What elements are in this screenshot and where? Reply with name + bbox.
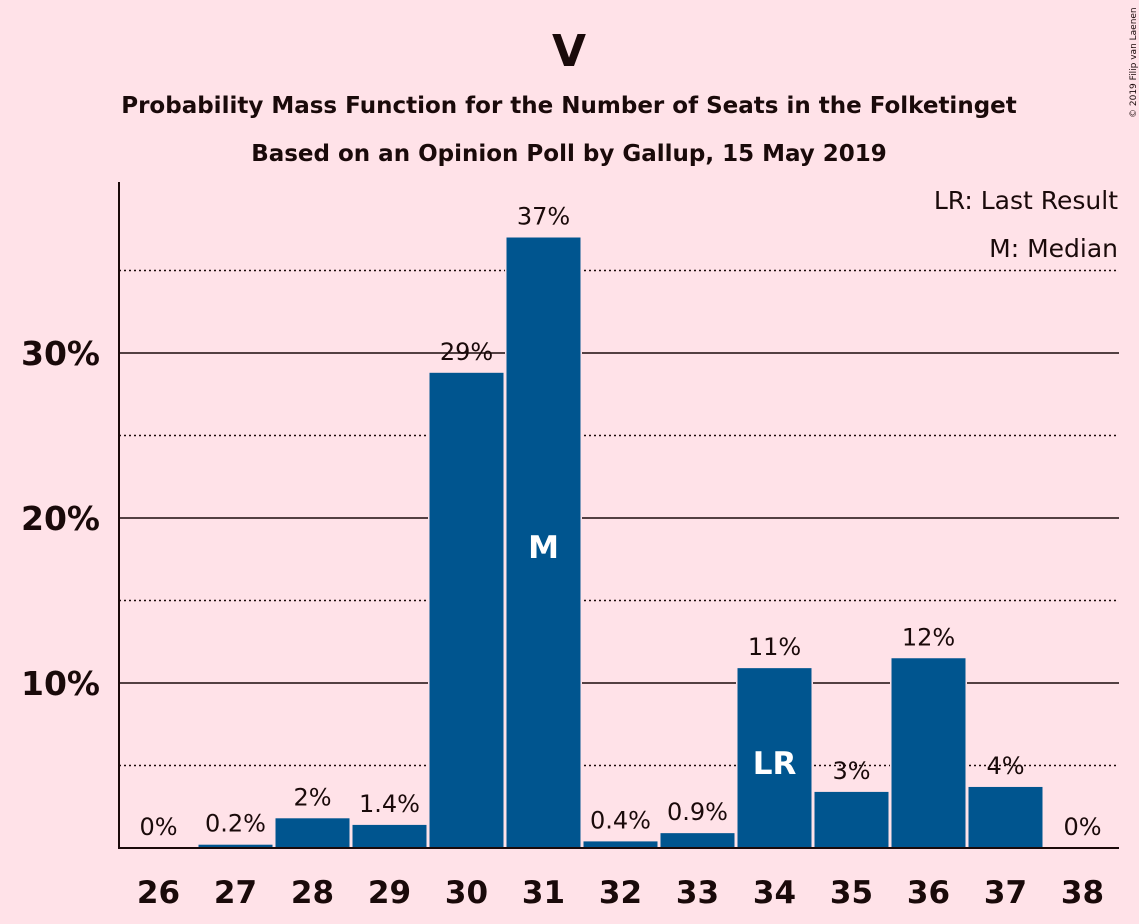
bar-value-label: 0.2% [205,810,266,838]
y-tick-label: 30% [21,334,100,373]
x-tick-label: 28 [291,875,334,911]
bar-value-label: 1.4% [359,790,420,818]
x-tick-label: 37 [984,875,1027,911]
bar-value-label: 3% [832,757,870,785]
bar-value-label: 37% [517,203,570,231]
x-tick-label: 29 [368,875,411,911]
y-axis: 10% 20% 30% [21,182,1119,849]
x-tick-label: 31 [522,875,565,911]
bar-markers: M LR [528,530,796,782]
bar-marker: M [528,530,559,566]
bar-value-label: 0.4% [590,806,651,834]
chart-subtitle-2: Based on an Opinion Poll by Gallup, 15 M… [251,141,887,167]
copyright: © 2019 Filip van Laenen [1129,7,1139,118]
x-tick-label: 38 [1061,875,1104,911]
x-tick-label: 27 [214,875,257,911]
chart-subtitle: Probability Mass Function for the Number… [121,93,1017,119]
bar-marker: LR [753,746,797,782]
bar [814,791,889,848]
bar-value-label: 12% [902,623,955,651]
x-tick-label: 30 [445,875,488,911]
bar-value-label: 2% [293,783,331,811]
x-tick-label: 33 [676,875,719,911]
x-tick-label: 36 [907,875,950,911]
chart-title: V [552,26,586,77]
x-tick-label: 32 [599,875,642,911]
bar [891,658,966,848]
bar [352,824,427,848]
bar-value-label: 0% [1063,813,1101,841]
bar [429,372,504,848]
bar [198,844,273,848]
bar-value-label: 4% [986,752,1024,780]
bars [197,236,1044,848]
bar-value-label: 0% [139,813,177,841]
legend-median: M: Median [989,234,1118,263]
y-tick-label: 20% [21,499,100,538]
bar [583,841,658,848]
x-tick-label: 35 [830,875,873,911]
grid [119,269,1119,767]
x-tick-label: 34 [753,875,796,911]
bar [275,818,350,848]
bar-value-label: 11% [748,633,801,661]
bar [660,833,735,848]
legend-last-result: LR: Last Result [934,186,1118,215]
y-tick-label: 10% [21,664,100,703]
bar [737,668,812,848]
x-tick-label: 26 [137,875,180,911]
bar-value-label: 29% [440,338,493,366]
value-labels: 0% 0.2% 2% 1.4% 29% 37% 0.4% 0.9% 11% 3% 12% 4% 0% [139,203,1101,842]
bar [506,237,581,848]
x-axis: 26 27 28 29 30 31 32 33 34 35 36 37 38 [137,875,1104,911]
bar [968,786,1043,848]
bar-value-label: 0.9% [667,798,728,826]
